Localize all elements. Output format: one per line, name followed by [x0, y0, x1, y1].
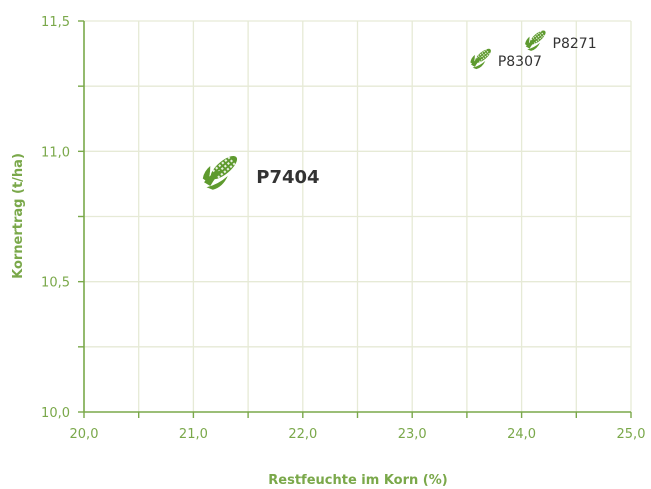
corn-kernel: [484, 52, 487, 55]
corn-kernel: [477, 55, 480, 58]
corn-kernel: [488, 52, 491, 55]
corn-kernel: [532, 36, 535, 39]
corn-kernel: [541, 36, 543, 38]
data-point-p8307: P8307: [470, 48, 542, 70]
corn-kernel: [533, 42, 536, 44]
corn-kernel: [481, 52, 484, 54]
corn-kernel: [226, 162, 230, 166]
y-tick-label: 10,5: [41, 276, 70, 291]
corn-kernel: [221, 161, 225, 165]
corn-husk-leaf: [206, 176, 228, 190]
corn-kernel: [537, 32, 540, 35]
corn-kernel: [542, 34, 545, 37]
x-tick-label: 22,0: [288, 427, 317, 442]
corn-kernel: [227, 156, 231, 160]
corn-kernel: [220, 172, 224, 176]
corn-husk-leaf: [527, 42, 541, 51]
y-axis-title: Kornertrag (t/ha): [11, 153, 26, 279]
corn-kernel: [212, 169, 216, 173]
x-tick-label: 21,0: [179, 427, 208, 442]
corn-cob-icon: [525, 30, 546, 51]
x-tick-label: 20,0: [70, 427, 99, 442]
axes: [78, 20, 632, 418]
y-tick-label: 10,0: [41, 406, 70, 421]
corn-kernel: [220, 167, 224, 171]
corn-kernel: [535, 37, 538, 40]
corn-cob-icon: [202, 155, 238, 190]
corn-kernel: [229, 159, 233, 163]
corn-kernel: [226, 167, 230, 171]
corn-husk-leaf: [472, 60, 486, 70]
data-label: P7404: [256, 167, 319, 188]
corn-husk-leaf: [202, 166, 211, 183]
corn-kernel: [229, 165, 233, 169]
corn-kernel: [475, 56, 478, 59]
corn-kernel: [534, 35, 537, 38]
data-point-p7404: P7404: [202, 155, 320, 190]
corn-kernel: [218, 164, 222, 168]
corn-husk-leaf: [471, 57, 483, 67]
corn-kernel: [480, 58, 483, 61]
corn-kernel: [224, 158, 228, 162]
corn-husk-leaf: [525, 38, 538, 49]
corn-kernel: [537, 35, 540, 38]
corn-kernel: [537, 39, 540, 41]
corn-husk-leaf: [525, 36, 530, 47]
corn-kernel: [484, 55, 487, 58]
x-tick-label: 23,0: [398, 427, 427, 442]
grid: [84, 20, 632, 412]
corn-kernel: [232, 162, 236, 166]
corn-kernel: [481, 55, 483, 58]
corn-kernel: [479, 60, 481, 63]
x-axis-title: Restfeuchte im Korn (%): [268, 473, 447, 488]
corn-husk-leaf: [470, 54, 475, 65]
tick-labels: 20,0 21,0 22,0 23,0 24,0 25,0 10,0 10,5 11,0 11,5: [41, 15, 645, 442]
corn-kernel: [483, 50, 486, 53]
x-tick-label: 24,0: [507, 427, 536, 442]
corn-kernel: [539, 34, 542, 36]
corn-kernel: [486, 54, 489, 57]
data-label: P8271: [553, 36, 597, 52]
corn-kernel: [536, 33, 538, 36]
corn-kernel: [530, 38, 533, 41]
y-tick-label: 11,5: [41, 15, 70, 30]
corn-kernel: [539, 30, 542, 33]
corn-kernel: [479, 53, 482, 56]
corn-kernel: [223, 170, 227, 174]
corn-kernel: [223, 164, 227, 168]
corn-kernel: [217, 175, 221, 179]
corn-kernel: [482, 57, 485, 60]
corn-kernel: [482, 53, 485, 56]
data-label: P8307: [498, 54, 542, 70]
corn-kernel: [215, 166, 219, 170]
x-tick-label: 25,0: [617, 427, 646, 442]
corn-kernel: [535, 40, 538, 43]
data-point-p8271: P8271: [525, 30, 597, 52]
y-tick-label: 11,0: [41, 145, 70, 160]
corn-cob-icon: [470, 48, 491, 70]
data-points: P7404 P8307 P8271: [202, 30, 597, 190]
corn-kernel: [486, 50, 489, 53]
corn-kernel: [485, 49, 487, 51]
corn-kernel: [541, 32, 544, 35]
corn-kernel: [539, 37, 542, 40]
corn-husk-leaf: [204, 169, 223, 187]
